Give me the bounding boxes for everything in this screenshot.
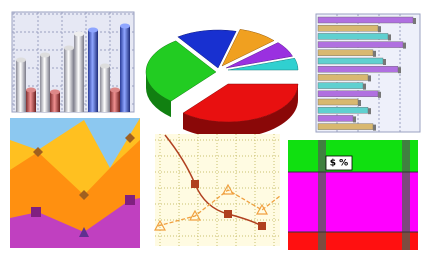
bar-end [383, 59, 386, 65]
cylinder-cap [88, 28, 98, 33]
cylinder-cap [64, 46, 74, 51]
bar-end [378, 26, 381, 32]
cylinder [16, 60, 26, 112]
bar-end [363, 84, 366, 90]
marker [224, 210, 232, 218]
block-edge [318, 140, 326, 250]
cylinder-cap [50, 90, 60, 95]
cylinder [26, 90, 36, 112]
cylinder [64, 48, 74, 112]
bar [318, 50, 373, 56]
bar [318, 99, 358, 105]
bar-end [358, 100, 361, 106]
label: $ % [330, 159, 348, 169]
panel-background [316, 14, 420, 132]
bar-end [373, 125, 376, 131]
cylinder-cap [74, 32, 84, 37]
cylinder [100, 66, 110, 112]
cylinder-cap [26, 88, 36, 93]
cylinder [74, 34, 84, 112]
chart-collage: $ % [0, 0, 421, 254]
bar-end [413, 18, 416, 24]
bar [318, 33, 388, 39]
cylinder-cap [110, 88, 120, 93]
block-edge [402, 140, 410, 250]
block [288, 172, 418, 232]
marker [191, 180, 199, 188]
bar-end [353, 116, 356, 122]
block [288, 140, 418, 172]
bar-end [388, 34, 391, 40]
bar-end [368, 75, 371, 81]
bar [318, 124, 373, 130]
bar [318, 25, 378, 31]
marker [125, 195, 135, 205]
cylinder-cap [120, 24, 130, 29]
cylinder [110, 90, 120, 112]
bar [318, 58, 383, 64]
bar-end [373, 51, 376, 57]
cylinder [50, 92, 60, 112]
block [288, 232, 418, 250]
bar-end [398, 67, 401, 73]
cylinder-cap [100, 64, 110, 69]
bar [318, 91, 378, 97]
bar [318, 42, 403, 48]
cylinder [88, 30, 98, 112]
bar [318, 83, 363, 89]
cylinder [40, 55, 50, 112]
bar [318, 66, 398, 72]
bar [318, 74, 368, 80]
cylinder [120, 26, 130, 112]
cylinder-cap [16, 58, 26, 63]
marker [258, 222, 266, 230]
bar [318, 115, 353, 121]
bar-end [378, 92, 381, 98]
bar [318, 17, 413, 23]
bar-end [403, 43, 406, 49]
marker [31, 207, 41, 217]
cylinder-cap [40, 53, 50, 58]
bar-end [368, 108, 371, 114]
bar [318, 107, 368, 113]
